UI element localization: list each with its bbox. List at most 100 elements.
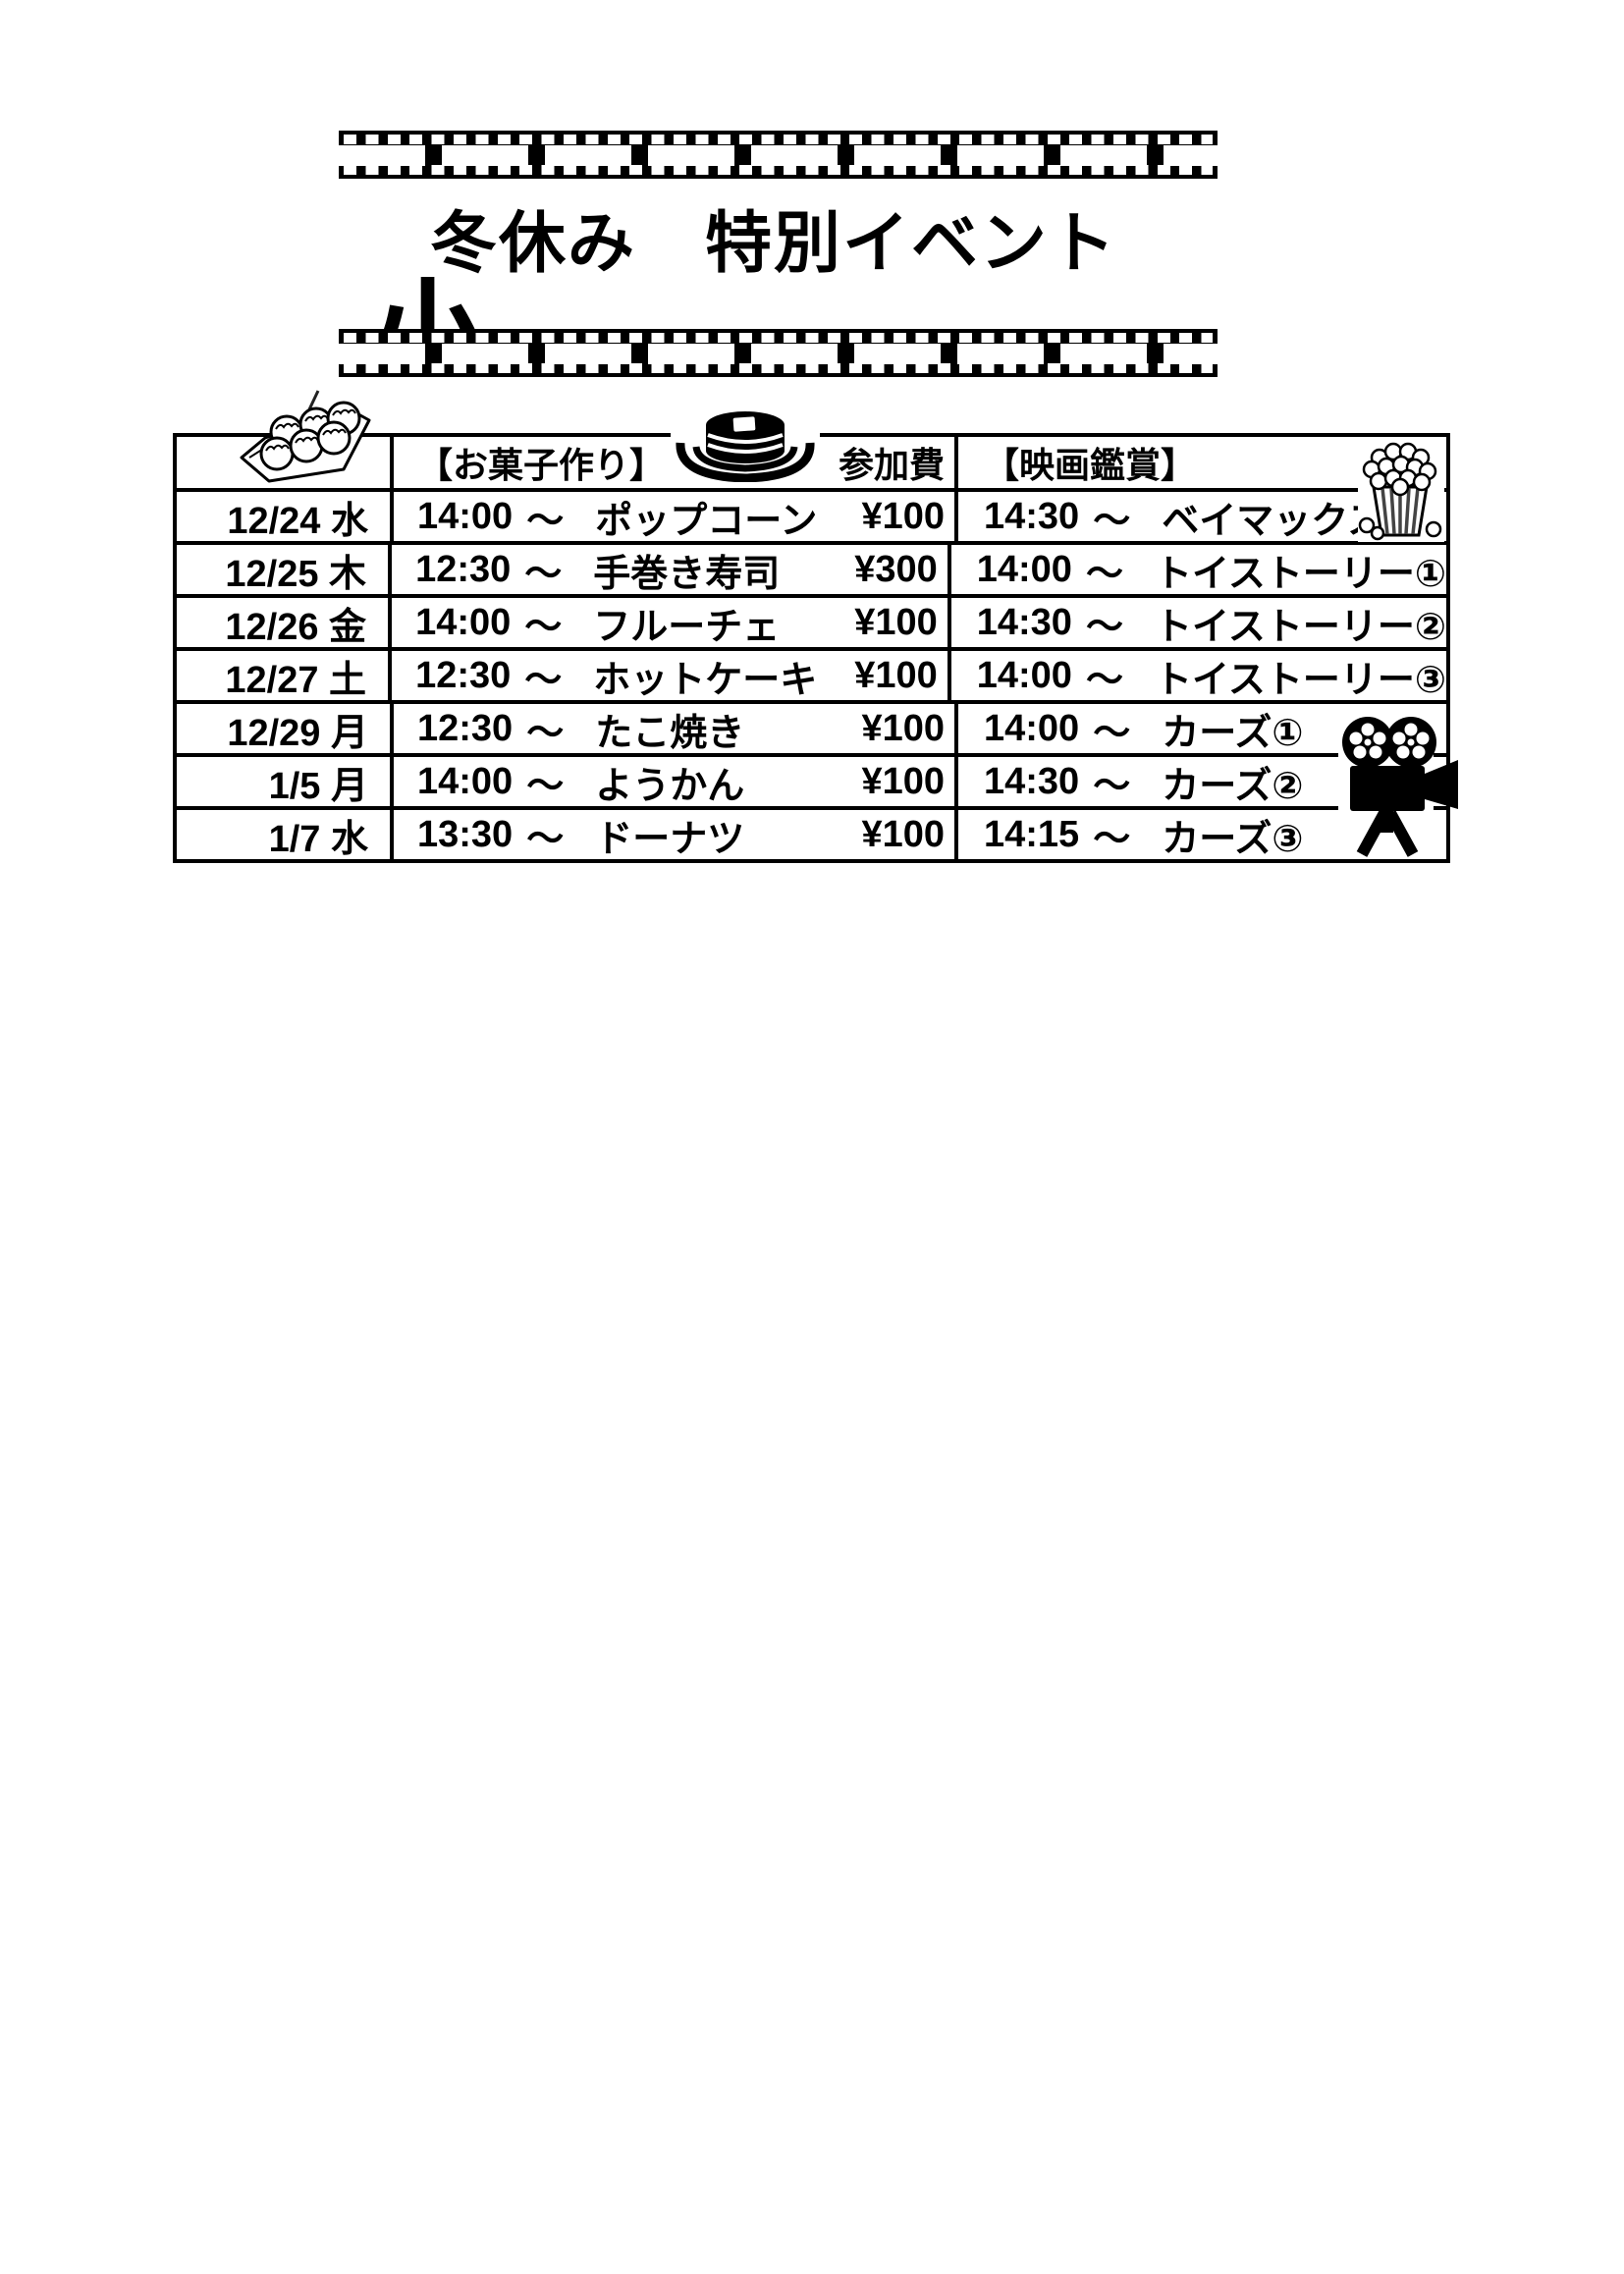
film-strip-icon [339, 131, 1218, 179]
date-cell: 12/27 土 [177, 651, 393, 701]
sweets-time: 12:30 [415, 654, 512, 696]
sweets-header-label: 【お菓子作り】 [417, 445, 666, 485]
fee-value: ¥100 [861, 813, 945, 855]
date-cell: 12/26 金 [177, 598, 393, 648]
time-range-tilde: ～ [1093, 500, 1131, 542]
sweets-item: たこ焼き [595, 712, 745, 754]
time-range-tilde: ～ [526, 765, 565, 807]
movie-cell: 14:15 ～ カーズ③ [954, 810, 1446, 860]
date-cell: 12/25 木 [177, 545, 393, 595]
time-range-tilde: ～ [524, 659, 563, 701]
film-sprocket-holes [344, 135, 1213, 144]
film-frames [339, 145, 1218, 166]
sweets-time: 14:00 [417, 495, 514, 537]
fee-header-label: 参加費 [838, 445, 945, 485]
fee-value: ¥100 [854, 601, 938, 643]
sweets-time: 12:30 [417, 707, 514, 749]
sweets-cell: 13:30 ～ ドーナツ ¥100 [394, 810, 954, 860]
time-range-tilde: ～ [524, 606, 563, 648]
movie-cell: 14:30 ～ トイストーリー② [947, 598, 1446, 648]
movie-title: トイストーリー① [1154, 553, 1446, 595]
time-range-tilde: ～ [524, 553, 563, 595]
time-range-tilde: ～ [1085, 553, 1123, 595]
table-row: 1/5 月 14:00 ～ ようかん ¥100 14:30 ～ カーズ② [177, 753, 1446, 807]
movie-title: カーズ② [1162, 765, 1304, 807]
sweets-item: ホットケーキ [593, 659, 818, 701]
time-range-tilde: ～ [526, 712, 565, 754]
sweets-time: 12:30 [415, 548, 512, 590]
event-schedule-table: 【お菓子作り】 参加費 【映画鑑賞】 12/24 水 14:00 ～ ポップコー… [173, 433, 1450, 863]
time-range-tilde: ～ [526, 500, 565, 542]
sweets-cell: 12:30 ～ 手巻き寿司 ¥300 [392, 545, 947, 595]
time-range-tilde: ～ [1085, 659, 1123, 701]
fee-value: ¥300 [854, 548, 938, 590]
movie-time: 14:30 [984, 495, 1080, 537]
table-row: 12/27 土 12:30 ～ ホットケーキ ¥100 14:00 ～ トイスト… [177, 647, 1446, 701]
film-frames [339, 344, 1218, 364]
sweets-item: ポップコーン [595, 500, 818, 542]
fee-value: ¥100 [861, 760, 945, 802]
pancake-icon [671, 400, 820, 482]
movie-time: 14:30 [984, 760, 1080, 802]
time-range-tilde: ～ [1085, 606, 1123, 648]
sweets-time: 13:30 [417, 813, 514, 855]
date-cell: 12/29 月 [177, 704, 394, 754]
table-row: 12/29 月 12:30 ～ たこ焼き ¥100 14:00 ～ カーズ① [177, 700, 1446, 754]
movie-title: カーズ① [1162, 712, 1304, 754]
movie-title: トイストーリー② [1154, 606, 1446, 648]
sweets-column-header: 【お菓子作り】 参加費 [394, 437, 954, 488]
time-range-tilde: ～ [1093, 712, 1131, 754]
fee-value: ¥100 [854, 654, 938, 696]
movie-column-header: 【映画鑑賞】 [954, 437, 1446, 488]
popcorn-icon [1358, 442, 1444, 542]
movie-time: 14:30 [976, 601, 1072, 643]
film-sprocket-holes [344, 165, 1213, 175]
date-cell: 1/5 月 [177, 757, 394, 807]
takoyaki-icon [240, 390, 371, 483]
movie-title: トイストーリー③ [1154, 659, 1446, 701]
movie-title: カーズ③ [1162, 818, 1304, 860]
movie-cell: 14:00 ～ カーズ① [954, 704, 1446, 754]
sweets-time: 14:00 [417, 760, 514, 802]
movie-title: ベイマックス [1162, 500, 1385, 542]
sweets-cell: 14:00 ～ ポップコーン ¥100 [394, 492, 954, 542]
film-sprocket-holes [344, 333, 1213, 343]
sweets-item: ようかん [595, 765, 745, 807]
sweets-item: フルーチェ [593, 606, 781, 648]
movie-cell: 14:00 ～ トイストーリー③ [947, 651, 1446, 701]
sweets-cell: 12:30 ～ たこ焼き ¥100 [394, 704, 954, 754]
time-range-tilde: ～ [1093, 818, 1131, 860]
fee-value: ¥100 [861, 707, 945, 749]
sweets-cell: 12:30 ～ ホットケーキ ¥100 [392, 651, 947, 701]
date-cell: 1/7 水 [177, 810, 394, 860]
table-row: 12/26 金 14:00 ～ フルーチェ ¥100 14:30 ～ トイストー… [177, 594, 1446, 648]
partial-hidden-text: 小 [367, 277, 499, 329]
film-sprocket-holes [344, 363, 1213, 373]
movie-time: 14:00 [984, 707, 1080, 749]
date-column-header [177, 437, 394, 488]
movie-cell: 14:30 ～ ベイマックス [954, 492, 1446, 542]
time-range-tilde: ～ [1093, 765, 1131, 807]
table-header-row: 【お菓子作り】 参加費 【映画鑑賞】 [177, 437, 1446, 488]
fee-value: ¥100 [861, 495, 945, 537]
time-range-tilde: ～ [526, 818, 565, 860]
table-row: 12/25 木 12:30 ～ 手巻き寿司 ¥300 14:00 ～ トイストー… [177, 541, 1446, 595]
movie-time: 14:00 [976, 654, 1072, 696]
movie-header-label: 【映画鑑賞】 [984, 445, 1197, 485]
sweets-item: ドーナツ [595, 818, 745, 860]
sweets-item: 手巻き寿司 [593, 553, 781, 595]
sweets-cell: 14:00 ～ ようかん ¥100 [394, 757, 954, 807]
movie-time: 14:00 [976, 548, 1072, 590]
sweets-time: 14:00 [415, 601, 512, 643]
movie-time: 14:15 [984, 813, 1080, 855]
table-row: 12/24 水 14:00 ～ ポップコーン ¥100 14:30 ～ ベイマッ… [177, 488, 1446, 542]
date-cell: 12/24 水 [177, 492, 394, 542]
movie-cell: 14:30 ～ カーズ② [954, 757, 1446, 807]
table-row: 1/7 水 13:30 ～ ドーナツ ¥100 14:15 ～ カーズ③ [177, 806, 1446, 860]
film-strip-icon [339, 329, 1218, 377]
page-title: 冬休み 特別イベント [430, 206, 1118, 281]
sweets-cell: 14:00 ～ フルーチェ ¥100 [392, 598, 947, 648]
film-projector-icon [1338, 715, 1458, 857]
movie-cell: 14:00 ～ トイストーリー① [947, 545, 1446, 595]
